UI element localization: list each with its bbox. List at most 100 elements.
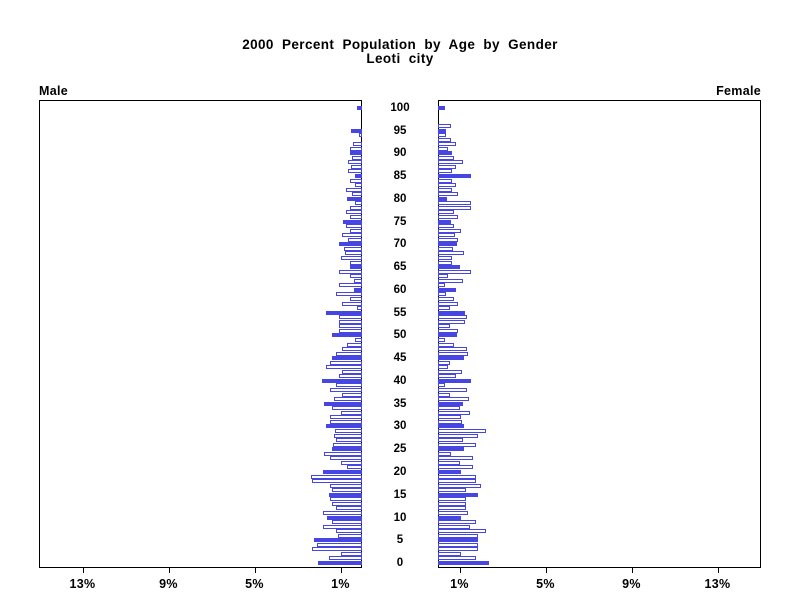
female-bar-age-96 bbox=[438, 123, 451, 128]
female-bar-age-50 bbox=[438, 333, 458, 338]
male-bar-age-72 bbox=[341, 233, 362, 238]
female-bar-age-80 bbox=[438, 196, 447, 201]
male-bar-age-76 bbox=[350, 215, 362, 219]
female-bar-age-24 bbox=[438, 451, 452, 456]
female-bar-age-52 bbox=[438, 324, 450, 329]
male-axis-tick-label-5: 5% bbox=[245, 577, 264, 591]
male-bar-age-53 bbox=[338, 319, 362, 324]
female-bar-age-92 bbox=[438, 142, 457, 147]
female-bar-age-9 bbox=[438, 520, 477, 524]
age-tick-label-45: 45 bbox=[393, 352, 407, 365]
male-bar-age-0 bbox=[317, 561, 362, 565]
female-axis-tick-5 bbox=[545, 568, 547, 573]
male-panel bbox=[39, 100, 362, 568]
female-bar-age-78 bbox=[438, 205, 472, 210]
male-bar-age-22 bbox=[341, 460, 362, 465]
female-bar-age-58 bbox=[438, 296, 455, 301]
male-bar-age-83 bbox=[354, 183, 362, 188]
female-bar-age-88 bbox=[438, 160, 463, 165]
female-bar-age-82 bbox=[438, 187, 452, 192]
male-axis-label: Male bbox=[39, 84, 68, 98]
male-bar-age-48 bbox=[347, 342, 362, 347]
male-bar-age-67 bbox=[340, 255, 362, 260]
female-axis-tick-label-9: 9% bbox=[622, 577, 641, 591]
female-bar-age-73 bbox=[438, 228, 461, 233]
female-bar-age-15 bbox=[438, 492, 478, 497]
female-bar-age-86 bbox=[438, 169, 452, 174]
male-bar-age-12 bbox=[335, 506, 362, 511]
female-bar-age-91 bbox=[438, 146, 448, 151]
male-bar-age-69 bbox=[343, 246, 362, 251]
age-tick-label-15: 15 bbox=[393, 488, 407, 501]
female-bar-age-64 bbox=[438, 269, 472, 274]
female-bar-age-47 bbox=[438, 347, 467, 351]
female-panel bbox=[438, 100, 761, 568]
female-bar-age-3 bbox=[438, 547, 478, 552]
female-bar-age-87 bbox=[438, 164, 457, 169]
female-bar-age-53 bbox=[438, 319, 465, 324]
female-axis-tick-9 bbox=[631, 568, 633, 573]
female-bar-age-40 bbox=[438, 378, 472, 383]
male-bar-age-15 bbox=[328, 492, 362, 497]
age-tick-label-80: 80 bbox=[393, 192, 407, 205]
male-bar-age-16 bbox=[331, 488, 362, 493]
male-bar-age-87 bbox=[351, 164, 362, 169]
male-bar-age-92 bbox=[353, 142, 362, 147]
male-bar-age-29 bbox=[334, 429, 362, 433]
male-bar-age-39 bbox=[335, 383, 362, 388]
female-bar-age-65 bbox=[438, 265, 460, 270]
male-bar-age-54 bbox=[338, 315, 362, 320]
male-bar-age-60 bbox=[353, 287, 362, 292]
female-bar-age-30 bbox=[438, 424, 465, 429]
female-bar-age-70 bbox=[438, 242, 458, 247]
female-bar-age-42 bbox=[438, 369, 462, 374]
female-bar-age-34 bbox=[438, 406, 460, 411]
age-tick-label-90: 90 bbox=[393, 147, 407, 160]
female-bar-age-21 bbox=[438, 465, 473, 470]
female-bar-age-6 bbox=[438, 533, 478, 538]
male-bar-age-89 bbox=[352, 155, 362, 160]
chart-title-block: 2000 Percent Population by Age by Gender… bbox=[0, 38, 800, 66]
age-tick-label-65: 65 bbox=[393, 261, 407, 274]
male-bar-age-86 bbox=[348, 169, 362, 174]
female-bar-age-68 bbox=[438, 251, 464, 256]
age-axis-labels: 0 5 10 15 20 25 30 35 40 45 50 55 60 65 70 75 80 85 90 95 10… bbox=[362, 100, 438, 569]
age-tick-label-50: 50 bbox=[393, 329, 407, 342]
male-bar-age-100 bbox=[356, 105, 362, 110]
male-bar-age-65 bbox=[350, 265, 362, 270]
age-tick-label-10: 10 bbox=[393, 511, 407, 524]
female-bar-age-33 bbox=[438, 410, 470, 415]
female-bar-age-2 bbox=[438, 551, 462, 556]
female-bar-age-7 bbox=[438, 529, 487, 534]
female-bar-age-23 bbox=[438, 456, 473, 461]
age-tick-label-40: 40 bbox=[393, 374, 407, 387]
age-tick-label-25: 25 bbox=[393, 443, 407, 456]
male-bar-age-66 bbox=[350, 260, 362, 265]
female-bar-age-67 bbox=[438, 255, 452, 260]
male-bar-age-25 bbox=[331, 447, 362, 452]
female-bar-age-26 bbox=[438, 442, 477, 447]
female-bar-age-17 bbox=[438, 483, 481, 488]
male-bar-age-32 bbox=[329, 415, 362, 420]
male-bar-age-10 bbox=[327, 515, 362, 520]
female-bar-age-72 bbox=[438, 233, 456, 238]
female-bar-age-20 bbox=[438, 469, 462, 474]
female-bar-age-57 bbox=[438, 301, 459, 306]
age-tick-label-0: 0 bbox=[396, 557, 404, 569]
female-axis-tick-13 bbox=[717, 568, 719, 573]
female-bar-age-46 bbox=[438, 351, 469, 356]
male-bar-age-9 bbox=[331, 520, 362, 524]
male-axis-tick-label-13: 13% bbox=[69, 577, 96, 591]
male-bar-age-37 bbox=[342, 392, 362, 397]
female-bar-age-48 bbox=[438, 342, 455, 347]
male-bar-age-20 bbox=[322, 469, 362, 474]
female-bar-age-60 bbox=[438, 287, 457, 292]
male-axis-tick-label-1: 1% bbox=[331, 577, 350, 591]
male-bar-age-40 bbox=[322, 378, 362, 383]
female-bar-age-32 bbox=[438, 415, 462, 420]
age-tick-label-60: 60 bbox=[393, 283, 407, 296]
male-bar-age-84 bbox=[350, 178, 362, 183]
male-bar-age-8 bbox=[322, 524, 362, 529]
female-bar-age-27 bbox=[438, 438, 463, 443]
